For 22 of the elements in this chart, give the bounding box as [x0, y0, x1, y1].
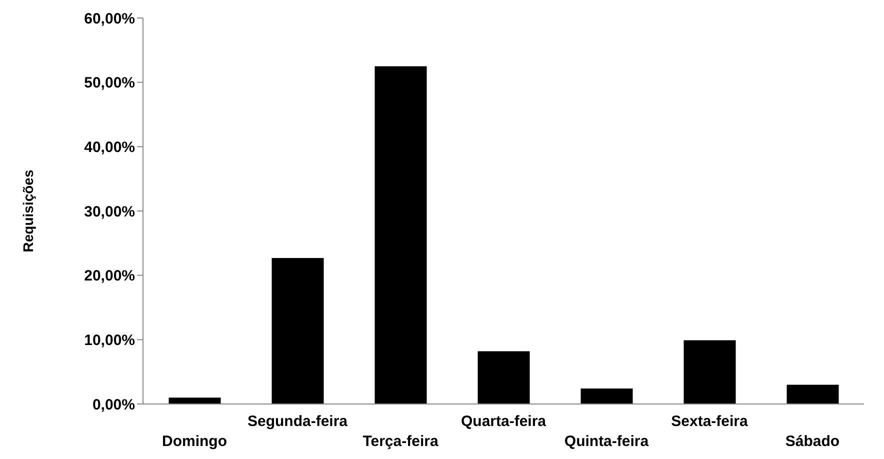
x-tick-label: Domingo	[162, 433, 227, 450]
bar	[786, 384, 839, 404]
y-tick-label: 20,00%	[84, 268, 135, 285]
bar	[478, 351, 530, 404]
y-tick-label: 30,00%	[84, 203, 135, 220]
x-tick-label: Quinta-feira	[564, 433, 650, 450]
bar	[374, 66, 427, 404]
bar	[272, 258, 324, 404]
x-tick-label: Sábado	[785, 433, 840, 450]
x-tick-label: Quarta-feira	[460, 413, 547, 430]
x-tick-label: Terça-feira	[362, 433, 439, 450]
bar	[168, 398, 221, 404]
y-axis-title: Requisições	[20, 170, 36, 252]
x-tick-label: Sexta-feira	[671, 413, 749, 430]
bar	[684, 340, 736, 404]
bar	[580, 388, 633, 404]
y-tick-label: 40,00%	[84, 138, 135, 156]
x-tick-label: Segunda-feira	[247, 413, 348, 430]
y-tick-label: 0,00%	[92, 396, 135, 414]
y-tick-label: 60,00%	[84, 10, 135, 28]
y-tick-label: 10,00%	[84, 332, 135, 349]
y-tick-label: 50,00%	[84, 74, 135, 92]
